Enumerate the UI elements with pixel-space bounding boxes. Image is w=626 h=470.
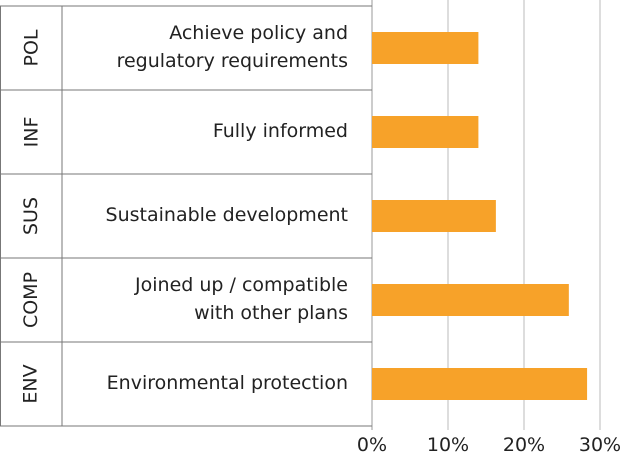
x-tick-label-text: 20% (502, 434, 546, 456)
x-tick-label-text: 30% (578, 434, 622, 456)
group-label-text: INF (20, 116, 42, 148)
category-label-text: Environmental protection (106, 372, 348, 395)
group-label: POL (0, 6, 62, 90)
group-label-text: POL (20, 29, 42, 67)
group-label: COMP (0, 258, 62, 342)
group-label: ENV (0, 342, 62, 426)
x-tick-label-text: 0% (356, 434, 388, 456)
group-label-text: COMP (19, 271, 42, 329)
category-label-text: Joined up / compatible with other plans (135, 274, 348, 324)
group-label-text: ENV (20, 364, 42, 404)
x-tick-label-text: 10% (426, 434, 470, 456)
category-label-text: Achieve policy and regulatory requiremen… (116, 22, 348, 72)
group-label: INF (0, 90, 62, 174)
bar (372, 200, 496, 232)
category-label-text: Fully informed (212, 120, 348, 143)
bar (372, 368, 588, 400)
group-label-text: SUS (20, 196, 42, 236)
bar (372, 284, 569, 316)
bar (372, 32, 479, 64)
category-label-text: Sustainable development (105, 204, 348, 227)
bar (372, 116, 479, 148)
group-label: SUS (0, 174, 62, 258)
